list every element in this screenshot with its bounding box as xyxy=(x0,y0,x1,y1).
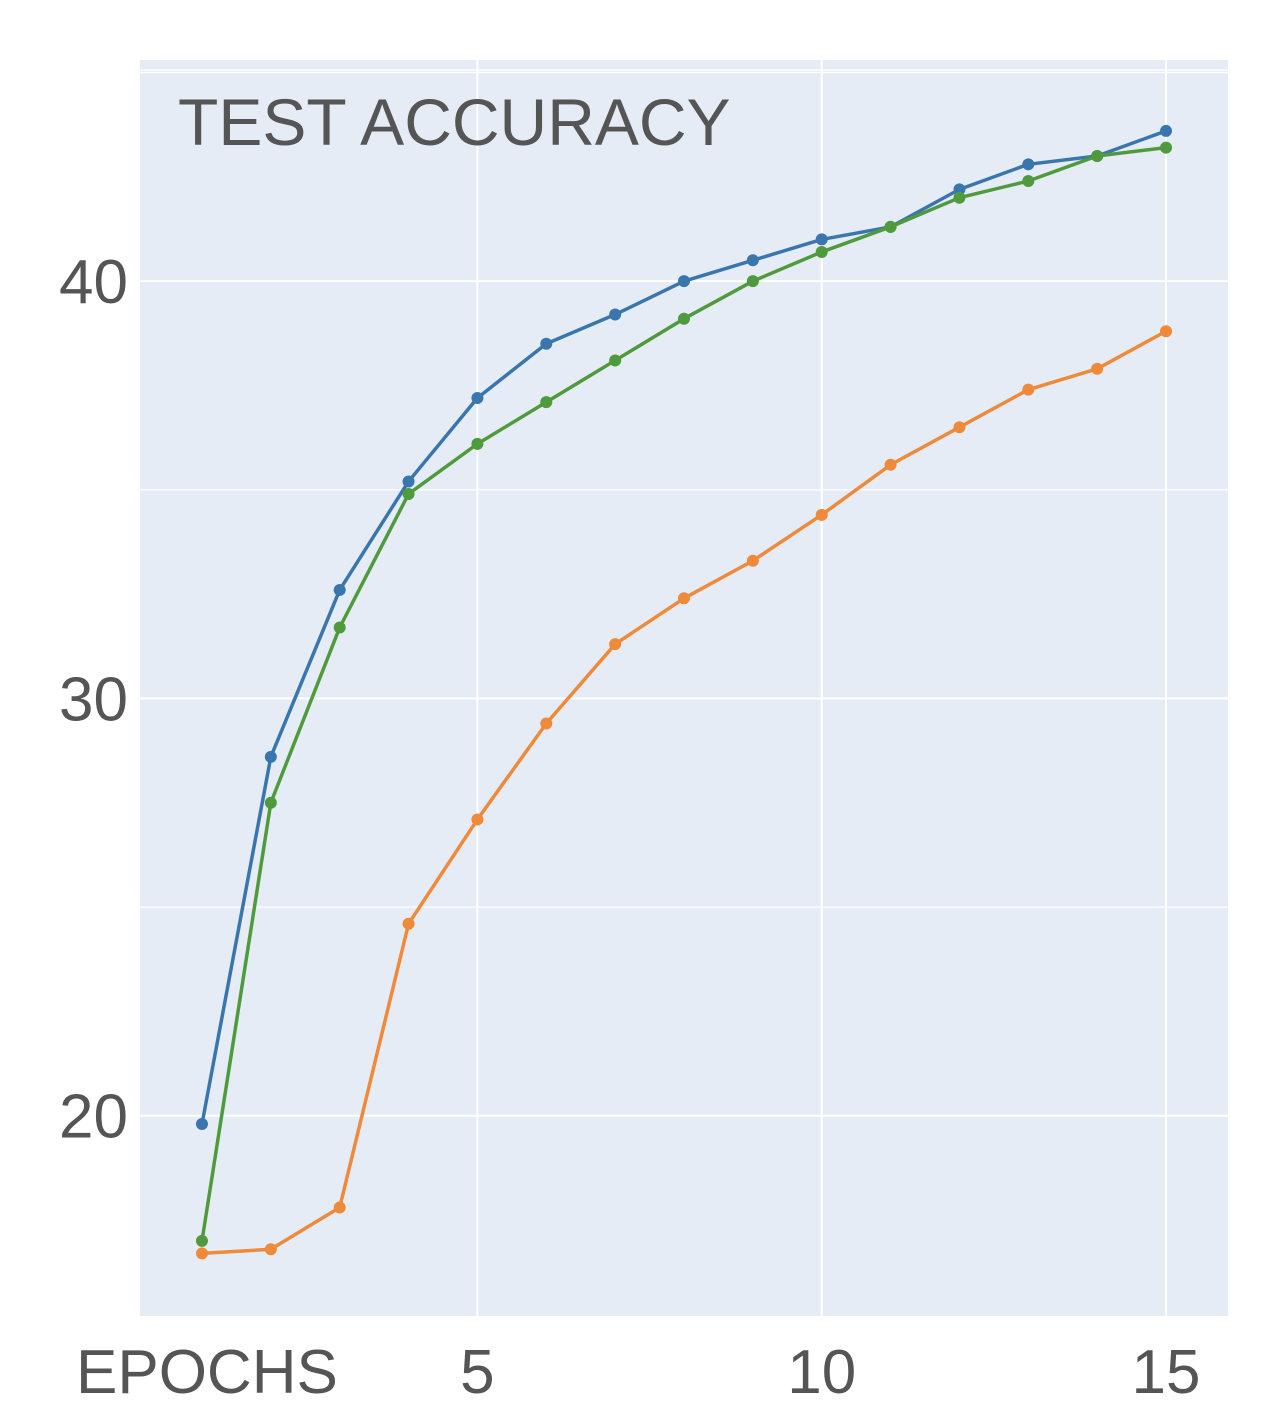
series-2-point xyxy=(609,354,622,367)
chart-title: TEST ACCURACY xyxy=(178,85,731,159)
series-layer xyxy=(195,124,1173,1260)
series-2-point xyxy=(540,396,553,409)
series-1-point xyxy=(195,1118,208,1131)
series-2-point xyxy=(402,487,415,500)
plot-background xyxy=(140,60,1228,1316)
series-2-point xyxy=(746,275,759,288)
series-3-point xyxy=(953,421,966,434)
series-3-point xyxy=(264,1243,277,1256)
x-tick-label: 10 xyxy=(787,1338,856,1407)
x-tick-labels: 5 10 15 xyxy=(460,1338,1200,1407)
series-3-point xyxy=(884,458,897,471)
series-2-point xyxy=(884,220,897,233)
series-3-point xyxy=(1022,383,1035,396)
series-3-point xyxy=(815,508,828,521)
series-1-point xyxy=(746,254,759,267)
series-3-point xyxy=(333,1201,346,1214)
series-1-point xyxy=(609,308,622,321)
x-axis-label: EPOCHS xyxy=(76,1338,338,1407)
series-3-point xyxy=(540,717,553,730)
series-1-point xyxy=(815,233,828,246)
y-tick-label: 20 xyxy=(59,1083,128,1152)
series-1-point xyxy=(1160,124,1173,137)
series-1-point xyxy=(540,337,553,350)
series-2-point xyxy=(815,245,828,258)
series-2-point xyxy=(953,191,966,204)
series-3-point xyxy=(471,813,484,826)
series-2-point xyxy=(1091,149,1104,162)
series-2-point xyxy=(1160,141,1173,154)
series-1 xyxy=(195,124,1173,1131)
series-2 xyxy=(195,141,1173,1247)
series-1-point xyxy=(402,475,415,488)
series-1-point xyxy=(264,750,277,763)
series-1-point xyxy=(678,275,690,288)
series-2-point xyxy=(195,1234,208,1247)
y-tick-label: 30 xyxy=(59,665,128,734)
series-3-point xyxy=(195,1247,208,1260)
series-2-point xyxy=(333,621,346,634)
series-3-point xyxy=(1160,325,1173,338)
series-2-point xyxy=(264,796,277,809)
series-3 xyxy=(195,325,1173,1260)
series-2-point xyxy=(471,437,484,450)
series-2-point xyxy=(1022,175,1035,188)
series-1-point xyxy=(333,583,346,596)
series-1-point xyxy=(1022,158,1035,171)
series-3-point xyxy=(678,592,690,605)
series-3-point xyxy=(746,554,759,567)
series-3-point xyxy=(1091,362,1104,375)
series-1-point xyxy=(953,183,966,196)
series-3-point xyxy=(609,638,622,651)
x-tick-label: 5 xyxy=(460,1338,494,1407)
x-tick-label: 15 xyxy=(1132,1338,1201,1407)
y-tick-labels: 20 30 40 xyxy=(59,248,128,1152)
series-1-point xyxy=(471,391,484,404)
series-2-point xyxy=(678,312,690,325)
series-3-point xyxy=(402,917,415,930)
y-tick-label: 40 xyxy=(59,248,128,317)
